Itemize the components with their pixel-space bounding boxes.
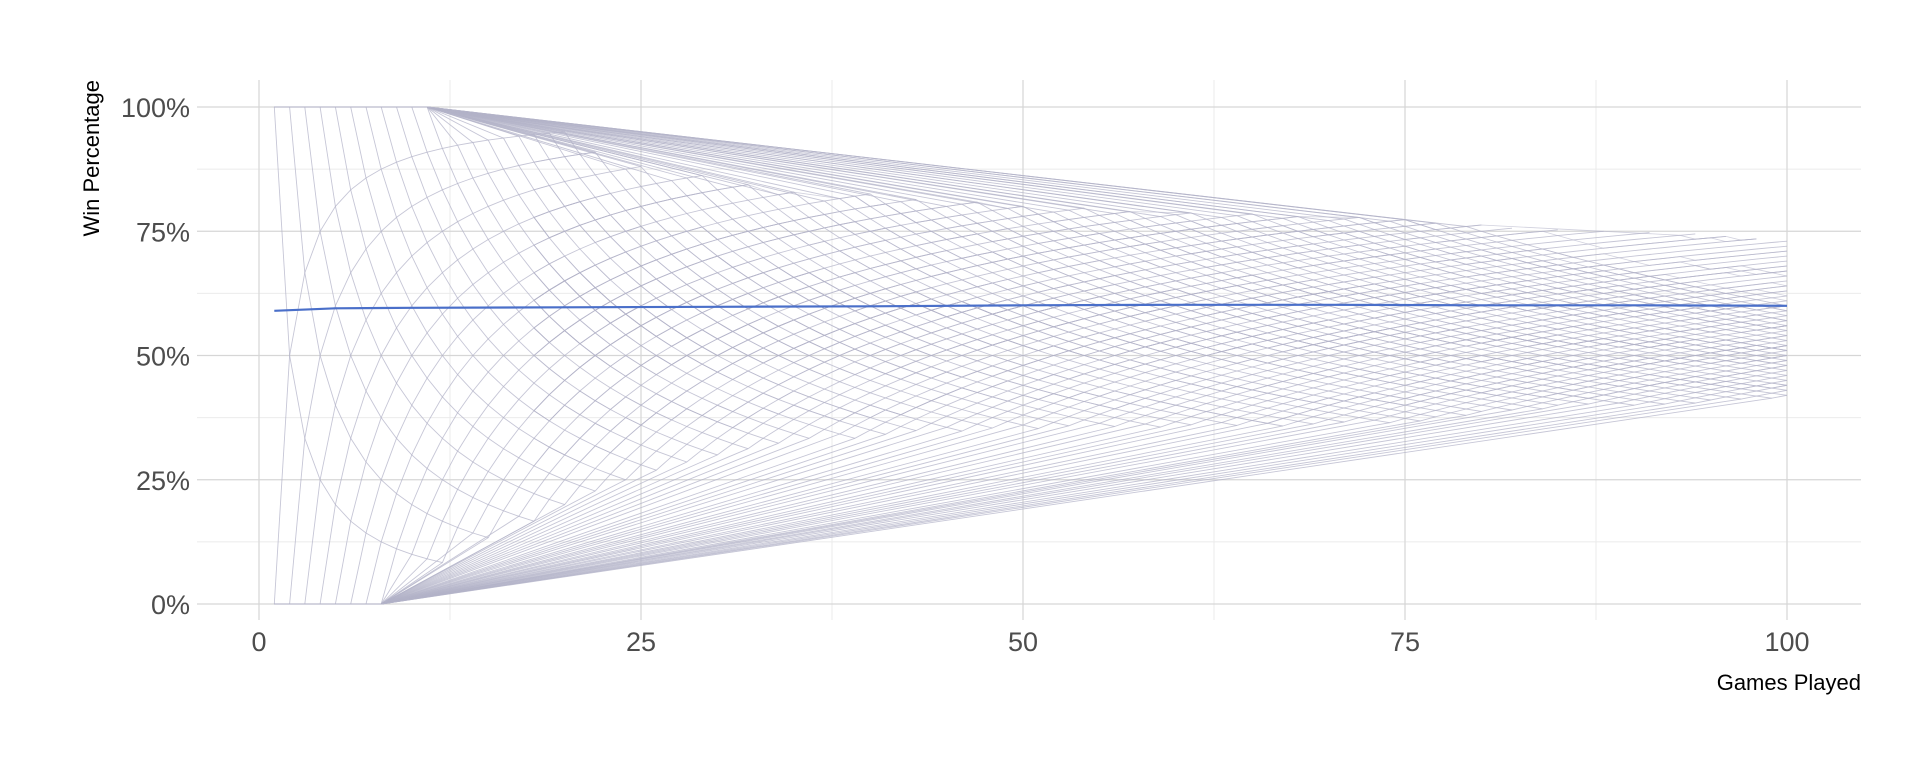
simulation-line [274, 222, 1436, 605]
simulation-line [533, 217, 1788, 281]
simulation-line [533, 201, 1192, 246]
y-axis-ticks: 0% 25% 50% 75% 100% [121, 93, 190, 620]
simulation-line [274, 201, 978, 605]
simulation-line [274, 275, 1788, 605]
simulation-line [274, 207, 1085, 605]
simulation-line [533, 380, 1788, 456]
simulation-line [274, 216, 1299, 605]
simulation-line [274, 240, 1788, 605]
simulation-line [274, 151, 596, 605]
simulation-line [274, 106, 1543, 410]
simulation-line [533, 244, 1788, 356]
simulation-line [533, 321, 1788, 411]
simulation-line [274, 106, 687, 463]
simulation-line [533, 301, 1788, 351]
simulation-line [274, 216, 1360, 605]
simulation-line [533, 272, 1788, 334]
simulation-line [274, 106, 1696, 404]
simulation-line [274, 106, 1344, 423]
simulation-line [533, 185, 1436, 241]
simulation-line [533, 325, 1788, 386]
x-axis-ticks: 0 25 50 75 100 [251, 627, 1809, 657]
simulation-line [533, 228, 1757, 307]
simulation-line [274, 106, 1115, 427]
simulation-line [274, 106, 1558, 406]
simulation-line [274, 199, 917, 605]
x-tick-label: 100 [1764, 627, 1809, 657]
x-tick-label: 25 [626, 627, 656, 657]
simulation-line [533, 151, 596, 163]
simulation-line [274, 330, 1788, 605]
y-tick-label: 25% [136, 466, 190, 496]
x-tick-label: 75 [1390, 627, 1420, 657]
y-tick-label: 75% [136, 217, 190, 247]
simulation-line [274, 106, 1788, 332]
simulation-line [274, 106, 1482, 412]
simulation-line [274, 310, 1788, 605]
y-axis-title: Win Percentage [79, 80, 104, 237]
simulation-line [274, 106, 565, 506]
simulation-line [274, 106, 1788, 371]
simulation-line [274, 250, 1788, 605]
simulation-line [533, 243, 1788, 328]
simulation-line [274, 106, 1436, 418]
simulation-line [274, 340, 1788, 605]
x-axis-title: Games Played [1717, 670, 1861, 695]
simulation-line [274, 106, 1788, 347]
simulation-line [274, 106, 535, 522]
simulation-line [274, 106, 917, 432]
simulation-line [533, 355, 1788, 429]
simulation-line [273, 106, 443, 564]
simulation-line [274, 232, 1650, 605]
y-tick-label: 50% [136, 342, 190, 372]
simulation-line [533, 255, 1788, 351]
mean-win-line [274, 303, 1788, 312]
x-tick-label: 0 [251, 627, 266, 657]
x-tick-label: 50 [1008, 627, 1038, 657]
y-tick-label: 100% [121, 93, 190, 123]
simulation-line [274, 106, 596, 492]
simulation-line [274, 106, 489, 539]
mean-line-group [274, 303, 1788, 312]
simulation-lines [273, 106, 1788, 605]
y-tick-label: 0% [151, 590, 190, 620]
simulation-line [273, 131, 565, 605]
grid [197, 80, 1861, 620]
simulation-line [274, 106, 1788, 381]
simulation-line [274, 106, 1788, 337]
